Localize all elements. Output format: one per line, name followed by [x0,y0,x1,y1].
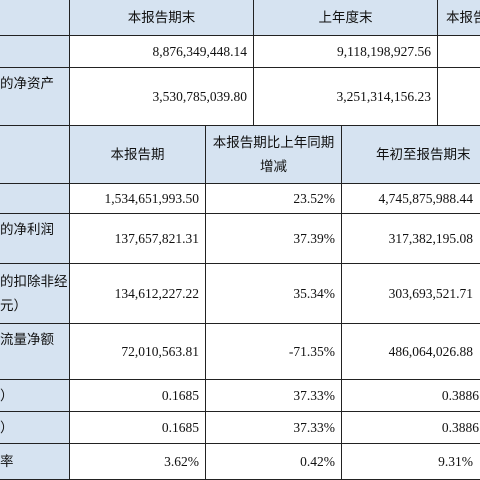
table1-row-net-assets-prior: 3,251,314,156.23 [254,68,438,126]
table1-header-blank [0,0,70,36]
table2-row-basic-eps-ytd: 0.3886 [342,380,480,412]
table2-row-deducted-profit-period: 134,612,227.22 [70,264,206,324]
table2-row-deducted-profit-label: 的扣除非经 元） [0,264,70,324]
table2-row-basic-eps-period: 0.1685 [70,380,206,412]
table2-row-basic-eps-label: ） [0,380,70,412]
table1-row-total-assets-current: 8,876,349,448.14 [70,36,254,68]
table2-header-blank [0,126,70,184]
table2-row-deducted-profit-change: 35.34% [206,264,342,324]
table1-row-total-assets-label [0,36,70,68]
table2-row-net-profit-change: 37.39% [206,214,342,264]
table1-row-net-assets-label: 的净资产 [0,68,70,126]
table2-row-deducted-profit-ytd: 303,693,521.71 [342,264,480,324]
table2-row-revenue-label [0,184,70,214]
table1-header-prior-year-end: 上年度末 [254,0,438,36]
table1-header-current-period-end: 本报告期末 [70,0,254,36]
table2-row-diluted-eps-ytd: 0.3886 [342,412,480,444]
table2-row-revenue-period: 1,534,651,993.50 [70,184,206,214]
table2-row-diluted-eps-change: 37.33% [206,412,342,444]
table2-row-roe-change: 0.42% [206,444,342,480]
table2-row-net-profit-ytd: 317,382,195.08 [342,214,480,264]
table2-row-revenue-ytd: 4,745,875,988.44 [342,184,480,214]
table2-row-diluted-eps-label: ） [0,412,70,444]
table2-row-diluted-eps-period: 0.1685 [70,412,206,444]
table2-header-current-period: 本报告期 [70,126,206,184]
table1-row-net-assets-current: 3,530,785,039.80 [70,68,254,126]
table2-row-net-profit-period: 137,657,821.31 [70,214,206,264]
table2-row-net-profit-label: 的净利润 [0,214,70,264]
table1-row-total-assets-extra [438,36,480,68]
table2-row-roe-ytd: 9.31% [342,444,480,480]
table2-row-cash-flow-change: -71.35% [206,324,342,380]
table2-row-roe-label: 率 [0,444,70,480]
table2-header-yoy-change: 本报告期比上年同期增减 [206,126,342,184]
table2-row-cash-flow-ytd: 486,064,026.88 [342,324,480,380]
table1-row-total-assets-prior: 9,118,198,927.56 [254,36,438,68]
table2-row-cash-flow-label: 流量净额 [0,324,70,380]
table2-row-roe-period: 3.62% [70,444,206,480]
table1-row-net-assets-extra [438,68,480,126]
table1-header-current-period-cut: 本报告 [438,0,480,36]
table2-row-basic-eps-change: 37.33% [206,380,342,412]
table2-header-ytd: 年初至报告期末 [342,126,480,184]
table2-row-revenue-change: 23.52% [206,184,342,214]
table2-row-cash-flow-period: 72,010,563.81 [70,324,206,380]
